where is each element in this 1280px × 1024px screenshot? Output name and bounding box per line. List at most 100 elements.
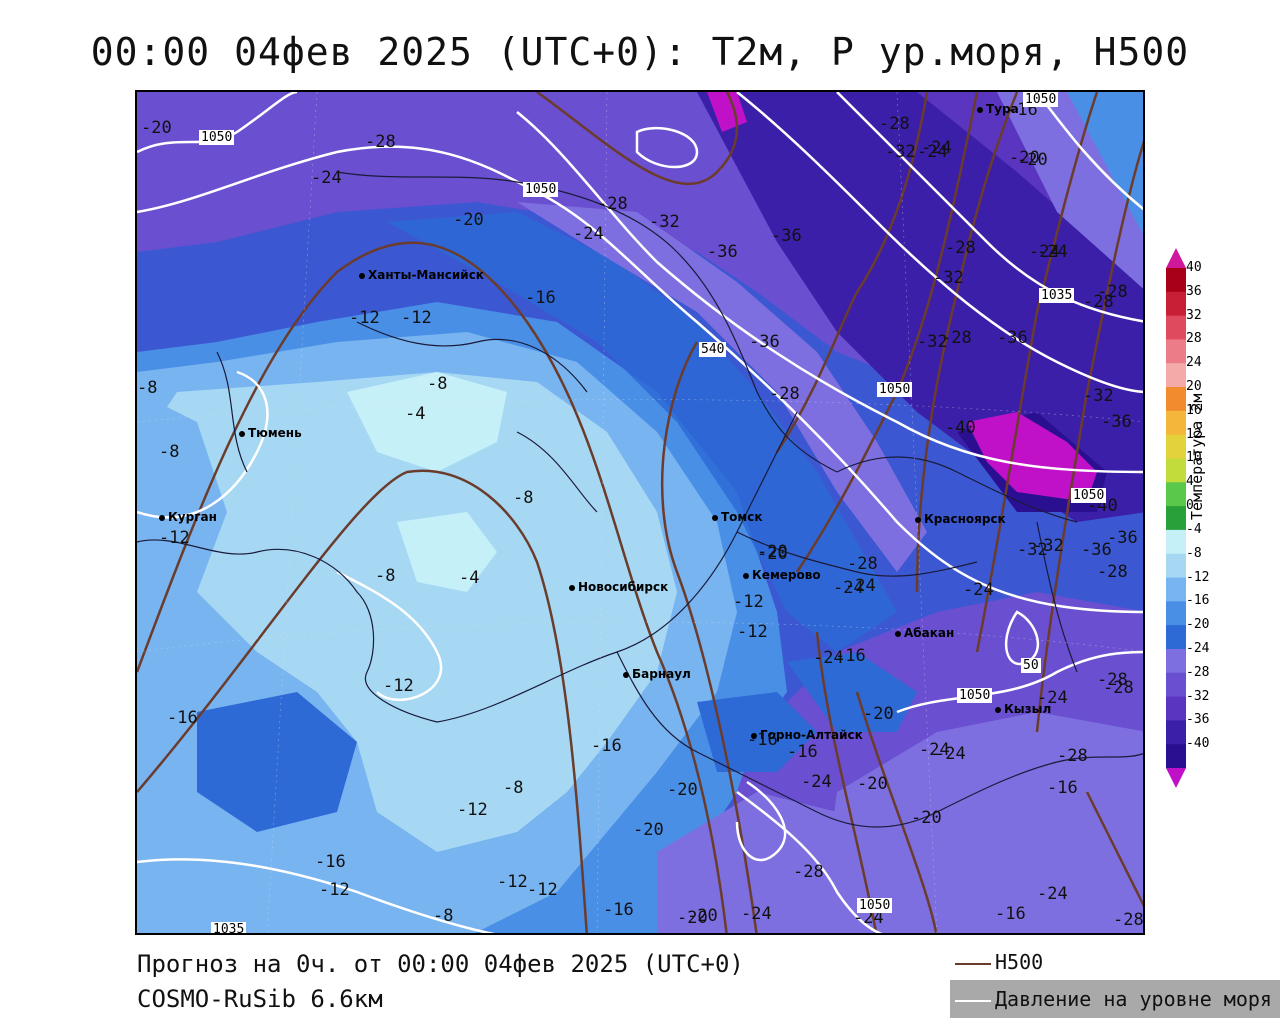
colorbar-segment [1166, 339, 1186, 364]
temp-label: -28 [1097, 670, 1128, 690]
temp-label: -24 [813, 648, 844, 668]
temp-label: -32 [649, 212, 680, 232]
temp-label: -28 [1083, 292, 1114, 312]
colorbar-segment [1166, 458, 1186, 483]
colorbar-segment [1166, 648, 1186, 674]
temp-label: -28 [1113, 910, 1144, 930]
city-abakan: Абакан [895, 626, 954, 640]
colorbar-tick-label: 24 [1186, 355, 1202, 371]
temp-label: -36 [1101, 412, 1132, 432]
colorbar-tick-label: -24 [1186, 640, 1210, 656]
temp-label: -24 [801, 772, 832, 792]
temp-label: -20 [677, 908, 708, 928]
temp-label: -24 [919, 740, 950, 760]
temp-label: -12 [457, 800, 488, 820]
temp-label: -40 [945, 418, 976, 438]
temp-label: -28 [793, 862, 824, 882]
temp-label: -28 [365, 132, 396, 152]
pressure-label: 540 [699, 342, 727, 357]
colorbar-tick-label: 20 [1186, 379, 1202, 395]
temp-label: -16 [787, 742, 818, 762]
city-barnaul: Барнаул [623, 667, 691, 681]
temp-label: -20 [141, 118, 172, 138]
legend-h500: H500 [955, 950, 1043, 974]
temperature-colorbar [1166, 248, 1186, 788]
temp-label: -12 [733, 592, 764, 612]
temp-label: -24 [1037, 242, 1068, 262]
city-krasnoyarsk: Красноярск [915, 512, 1006, 526]
temp-label: -28 [1057, 746, 1088, 766]
temp-label: -24 [1037, 884, 1068, 904]
colorbar-tick-label: -4 [1186, 521, 1202, 537]
pressure-label: 1050 [1023, 92, 1059, 107]
temp-label: -24 [853, 908, 884, 928]
temp-label: -8 [433, 906, 454, 926]
colorbar-title: Температура 2м [1188, 393, 1206, 520]
temp-label: -12 [497, 872, 528, 892]
city-khanty-mansiysk: Ханты-Мансийск [359, 268, 484, 282]
colorbar-segment [1166, 577, 1186, 602]
colorbar-tick-label: 0 [1186, 498, 1194, 514]
colorbar-segment [1166, 410, 1186, 436]
temp-label: -32 [933, 268, 964, 288]
temp-label: -28 [1097, 562, 1128, 582]
temp-label: -36 [771, 226, 802, 246]
pressure-label: 1050 [523, 182, 559, 197]
temp-label: -20 [911, 808, 942, 828]
temp-label: -24 [573, 224, 604, 244]
temp-label: -8 [375, 566, 396, 586]
temp-label: -20 [863, 704, 894, 724]
temp-label: -24 [1029, 242, 1060, 262]
colorbar-tick-label: 16 [1186, 402, 1202, 418]
colorbar-tick-label: 36 [1186, 283, 1202, 299]
pressure-label: 1035 [211, 922, 247, 935]
temp-label: -20 [1009, 148, 1040, 168]
temp-label: -24 [963, 580, 994, 600]
temp-label: -32 [917, 332, 948, 352]
colorbar-segment [1166, 506, 1186, 531]
temp-label: -24 [741, 904, 772, 924]
colorbar-tick-label: 4 [1186, 474, 1194, 490]
brown-line-icon [955, 962, 991, 965]
temp-label: -28 [879, 114, 910, 134]
forecast-info: Прогноз на 0ч. от 00:00 04фев 2025 (UTC+… [137, 950, 744, 978]
city-tyumen: Тюмень [239, 426, 302, 440]
temp-label: -20 [687, 906, 718, 926]
temp-label: -8 [427, 374, 448, 394]
temp-label: -28 [847, 554, 878, 574]
temp-label: -16 [167, 708, 198, 728]
colorbar-tick-label: -12 [1186, 569, 1210, 585]
colorbar-segment [1166, 291, 1186, 317]
temp-label: -12 [159, 528, 190, 548]
temp-label: -24 [311, 168, 342, 188]
temp-label: -20 [453, 210, 484, 230]
temp-label: -20 [857, 774, 888, 794]
city-kurgan: Курган [159, 510, 217, 524]
colorbar-segment [1166, 672, 1186, 698]
colorbar-tick-label: 12 [1186, 426, 1202, 442]
colorbar-tick-label: 10 [1186, 450, 1202, 466]
temp-label: -12 [383, 676, 414, 696]
city-novosibirsk: Новосибирск [569, 580, 668, 594]
pressure-label: 1050 [199, 130, 235, 145]
temp-label: -12 [527, 880, 558, 900]
temp-label: -20 [757, 544, 788, 564]
temp-label: -12 [401, 308, 432, 328]
temp-label: -4 [459, 568, 480, 588]
temp-label: -24 [833, 578, 864, 598]
legend-pressure-label: Давление на уровне моря [995, 987, 1272, 1011]
city-tura: Тура [977, 102, 1019, 116]
legend-h500-label: H500 [995, 950, 1044, 974]
temp-label: -12 [319, 880, 350, 900]
colorbar-segment [1166, 363, 1186, 388]
colorbar-tick-label: -36 [1186, 712, 1210, 728]
model-name: COSMO-RuSib 6.6км [137, 985, 383, 1013]
colorbar-segment [1166, 434, 1186, 459]
temp-label: -28 [597, 194, 628, 214]
colorbar-tick-label: 28 [1186, 331, 1202, 347]
temp-label: -4 [405, 404, 426, 424]
temp-label: -28 [941, 328, 972, 348]
colorbar-segment [1166, 625, 1186, 650]
temp-label: -16 [995, 904, 1026, 924]
colorbar-segment [1166, 315, 1186, 340]
